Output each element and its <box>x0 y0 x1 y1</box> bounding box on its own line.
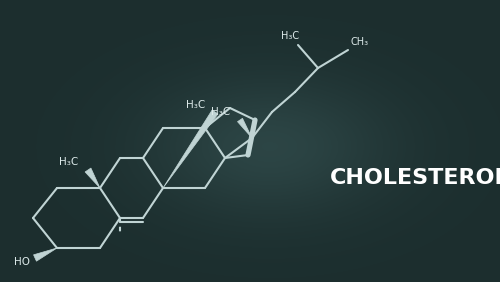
Polygon shape <box>238 118 252 138</box>
Text: H₃C: H₃C <box>59 157 78 167</box>
Polygon shape <box>85 168 100 188</box>
Polygon shape <box>34 248 57 261</box>
Text: H₃C: H₃C <box>281 31 299 41</box>
Text: H₃C: H₃C <box>211 107 230 117</box>
Text: H₃C: H₃C <box>186 100 205 110</box>
Text: HO: HO <box>14 257 30 267</box>
Polygon shape <box>163 110 218 188</box>
Text: CH₃: CH₃ <box>351 37 369 47</box>
Text: CHOLESTEROL: CHOLESTEROL <box>330 168 500 188</box>
